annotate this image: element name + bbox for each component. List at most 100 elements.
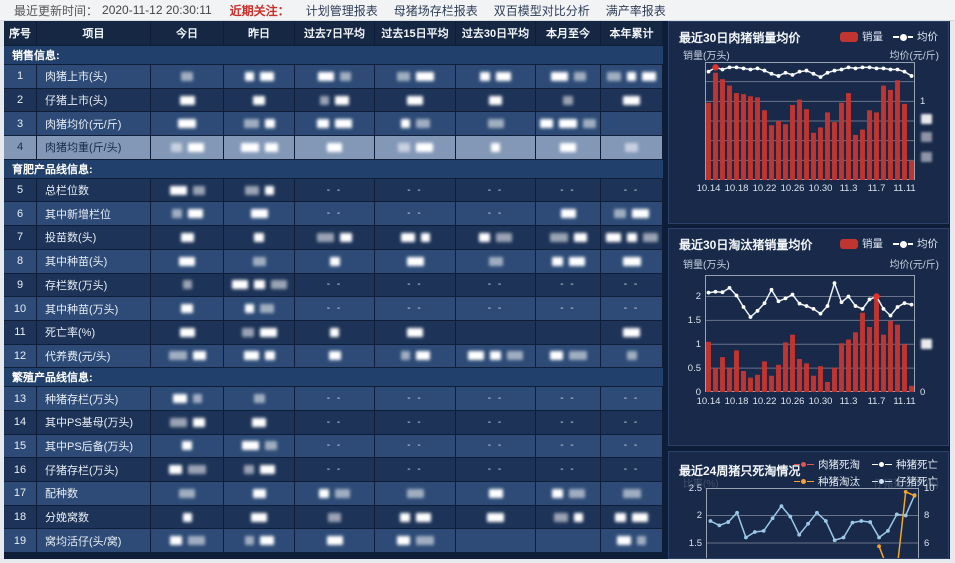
table-cell [224, 65, 295, 89]
legend-price-label[interactable]: 均价 [917, 31, 938, 43]
table-row[interactable]: 10 其中种苗(万头) - - - - - - - - - - [4, 297, 663, 321]
chart3-title: 最近24周猪只死淘情况 [679, 464, 801, 478]
redacted-value [573, 71, 586, 81]
redacted-value [317, 119, 329, 129]
chart-card-pig-sales: 最近30日肉猪销量均价 销量 均价 销量(万头) 均价(元/斤) 1 10.14 1… [668, 21, 949, 224]
table-cell [151, 529, 224, 554]
table-cell: - - [536, 273, 601, 298]
table-row[interactable]: 12 代养费(元/头) [4, 344, 663, 369]
table-row[interactable]: 14 其中PS基母(万头) - - - - - - - - - - [4, 410, 663, 435]
redacted-value [259, 327, 277, 337]
table-cell: - - [375, 178, 456, 203]
legend-line-swatch[interactable] [893, 239, 913, 249]
row-number: 1 [4, 65, 37, 89]
table-cell [601, 529, 663, 554]
table-cell: - - [536, 434, 601, 459]
table-cell [295, 344, 375, 369]
link-full-capacity-report[interactable]: 满产率报表 [605, 3, 666, 18]
redacted-value [396, 71, 410, 81]
table-row[interactable]: 1 肉猪上市(头) [4, 65, 663, 89]
x-axis-tick-label: 10.30 [808, 396, 833, 407]
table-row[interactable]: 8 其中种苗(头) [4, 249, 663, 274]
redacted-value [560, 142, 576, 152]
table-body: 销售信息: 1 肉猪上市(头) 2 仔猪上市(头) 3 肉猪均价(元/斤) 4 肉猪均重(斤/头… [4, 46, 663, 554]
y-axis-tick-label: 0 [920, 387, 926, 398]
redacted-value [172, 394, 187, 404]
table-row[interactable]: 7 投苗数(头) [4, 226, 663, 250]
link-model-compare[interactable]: 双百模型对比分析 [493, 3, 590, 18]
y-axis-tick-label: 1.5 [687, 315, 701, 327]
row-label: 其中种苗(万头) [37, 297, 151, 321]
redacted-value [400, 351, 410, 361]
redacted-dash: - - [407, 184, 423, 196]
table-row[interactable]: 15 其中PS后备(万头) - - - - - - - - - - [4, 434, 663, 459]
link-plan-report[interactable]: 计划管理报表 [305, 3, 378, 18]
redacted-value [264, 351, 275, 361]
redacted-value [540, 119, 553, 129]
y-axis-tick-label: 10 [924, 483, 935, 494]
table-row[interactable]: 17 配种数 [4, 482, 663, 506]
table-row[interactable]: 5 总栏位数 - - - - - - - - - - [4, 178, 663, 203]
legend-bar-swatch[interactable] [840, 31, 858, 42]
redacted-value [168, 465, 182, 475]
table-cell [601, 136, 663, 160]
chart-card-cull-sales: 最近30日淘汰猪销量均价 销量 均价 销量(万头) 均价(元/斤) 2 1.5 1 0… [668, 228, 949, 446]
redacted-value [623, 327, 640, 337]
chart1-yleft-label: 销量(万头) [683, 51, 730, 62]
chart3-legend: 肉猪死淘 种猪死亡 种猪淘汰 仔猪死亡 [794, 457, 938, 489]
table-cell [601, 88, 663, 113]
table-cell [224, 202, 295, 227]
link-sow-farm-report[interactable]: 母猪场存栏报表 [393, 3, 478, 18]
redacted-value [550, 71, 568, 81]
redacted-dash: - - [623, 393, 640, 405]
redacted-value [253, 95, 265, 105]
table-row[interactable]: 4 肉猪均重(斤/头) [4, 136, 663, 160]
redacted-value [415, 536, 434, 546]
legend-bar-swatch[interactable] [840, 238, 858, 249]
legend-item-pig-death[interactable]: 肉猪死淘 [794, 457, 860, 472]
table-row[interactable]: 3 肉猪均价(元/斤) [4, 112, 663, 137]
y-axis-tick-label: 1.5 [688, 537, 702, 549]
table-row[interactable]: 18 分娩窝数 [4, 505, 663, 530]
table-cell [224, 249, 295, 274]
legend-item-sow-death[interactable]: 种猪死亡 [872, 457, 938, 472]
table-row[interactable]: 13 种猪存栏(万头) - - - - - - - - - - [4, 387, 663, 411]
row-number: 17 [4, 482, 37, 506]
redacted-value [420, 232, 430, 242]
table-cell [456, 112, 536, 137]
x-axis-tick-label: 10.14 [696, 396, 721, 407]
legend-item-sow-cull[interactable]: 种猪淘汰 [794, 474, 860, 489]
legend-price-label[interactable]: 均价 [917, 238, 938, 250]
legend-line-swatch[interactable] [893, 32, 913, 42]
table-row[interactable]: 19 窝均活仔(头/窝) [4, 529, 663, 554]
redacted-value [632, 512, 648, 522]
table-cell: - - [601, 458, 663, 482]
redacted-value [626, 232, 637, 242]
table-cell [375, 88, 456, 113]
table-row[interactable]: 2 仔猪上市(头) [4, 88, 663, 113]
chart3-yleft-label: 比率(%) [683, 479, 719, 490]
table-row[interactable]: 6 其中新增栏位 - - - - - - [4, 202, 663, 227]
redacted-value [396, 536, 410, 546]
legend-sales-label[interactable]: 销量 [862, 31, 883, 43]
legend-item-piglet-death[interactable]: 仔猪死亡 [872, 474, 938, 489]
redacted-dash: - - [326, 440, 343, 452]
redacted-value [243, 119, 259, 129]
table-row[interactable]: 11 死亡率(%) [4, 320, 663, 345]
table-cell: - - [295, 434, 375, 459]
table-cell [151, 387, 224, 411]
redacted-value [179, 95, 195, 105]
table-cell: - - [295, 178, 375, 203]
redacted-value [605, 232, 621, 242]
redacted-dash: - - [326, 393, 343, 405]
table-row[interactable]: 16 仔猪存栏(万头) - - - - - - - - - - [4, 458, 663, 482]
redacted-value [243, 351, 259, 361]
redacted-value [252, 256, 266, 266]
redacted-value [496, 71, 511, 81]
table-cell: - - [295, 458, 375, 482]
legend-sales-label[interactable]: 销量 [862, 238, 883, 250]
table-row[interactable]: 9 存栏数(万头) - - - - - - - - - - [4, 273, 663, 298]
x-axis-tick-label: 11.7 [867, 183, 886, 194]
redacted-value [253, 280, 265, 290]
table-cell [224, 136, 295, 160]
